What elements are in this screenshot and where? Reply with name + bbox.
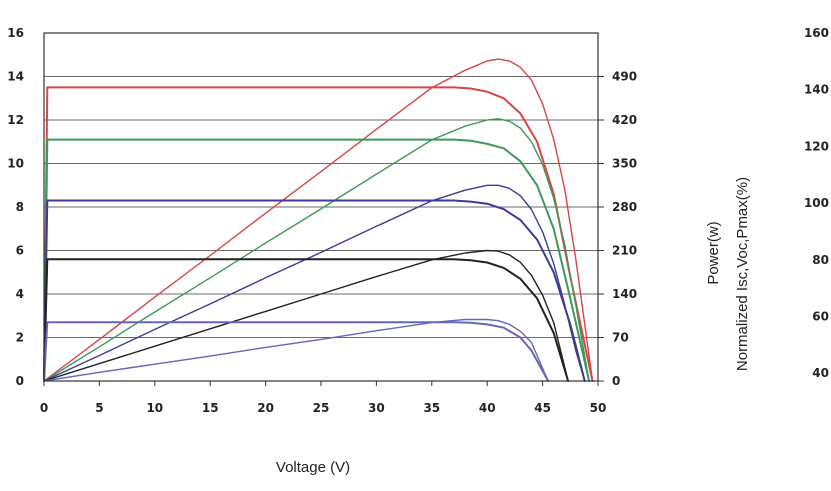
- series-line-current-6: [43, 258, 570, 382]
- left-y-tick-label: 8: [16, 200, 24, 214]
- series-line-power-1: [43, 58, 594, 382]
- right-y-tick-label: 350: [612, 157, 637, 171]
- series-line-current-8: [43, 321, 550, 382]
- right-y-tick-label: 140: [612, 287, 637, 301]
- far-right-y-tick-label: 160: [804, 26, 829, 40]
- far-right-y-tick-label: 120: [804, 139, 829, 153]
- right-y-tick-label: 70: [612, 331, 629, 345]
- series-line-current-2: [43, 138, 591, 382]
- right-y-tick-label: 420: [612, 113, 637, 127]
- far-right-y-axis-title: Normalized Isc,Voc,Pmax(%): [734, 177, 751, 371]
- left-y-tick-label: 10: [7, 157, 24, 171]
- far-right-y-tick-label: 60: [812, 310, 829, 324]
- right-y-tick-label: 0: [612, 374, 620, 388]
- right-y-axis-title: Power(w): [705, 221, 722, 284]
- far-right-y-tick-label: 40: [812, 366, 829, 380]
- left-y-tick-label: 2: [16, 331, 24, 345]
- series-line-power-9: [43, 318, 549, 382]
- series-line-power-7: [43, 249, 569, 382]
- far-right-y-tick-label: 100: [804, 196, 829, 210]
- x-tick-label: 45: [534, 401, 551, 415]
- right-y-tick-label: 490: [612, 70, 637, 84]
- left-y-tick-label: 6: [16, 244, 24, 258]
- x-tick-label: 35: [423, 401, 440, 415]
- x-tick-label: 15: [202, 401, 219, 415]
- left-y-tick-label: 4: [16, 287, 24, 301]
- series-line-power-3: [43, 118, 590, 382]
- left-y-tick-label: 14: [7, 70, 24, 84]
- x-tick-label: 25: [313, 401, 330, 415]
- x-tick-label: 0: [40, 401, 48, 415]
- far-right-y-tick-label: 80: [812, 253, 829, 267]
- right-y-tick-label: 280: [612, 200, 637, 214]
- series-layer: [43, 58, 594, 382]
- x-tick-label: 5: [95, 401, 103, 415]
- left-y-tick-label: 16: [7, 26, 24, 40]
- series-line-current-4: [43, 199, 586, 382]
- x-tick-label: 40: [479, 401, 496, 415]
- x-tick-label: 30: [368, 401, 385, 415]
- x-axis-title: Voltage (V): [276, 459, 350, 476]
- x-tick-label: 20: [257, 401, 274, 415]
- x-tick-label: 10: [146, 401, 163, 415]
- x-tick-label: 50: [590, 401, 607, 415]
- left-y-tick-label: 0: [16, 374, 24, 388]
- left-y-tick-label: 12: [7, 113, 24, 127]
- series-line-current-0: [43, 86, 594, 382]
- series-line-power-5: [43, 184, 586, 382]
- far-right-y-tick-label: 140: [804, 83, 829, 97]
- right-y-tick-label: 210: [612, 244, 637, 258]
